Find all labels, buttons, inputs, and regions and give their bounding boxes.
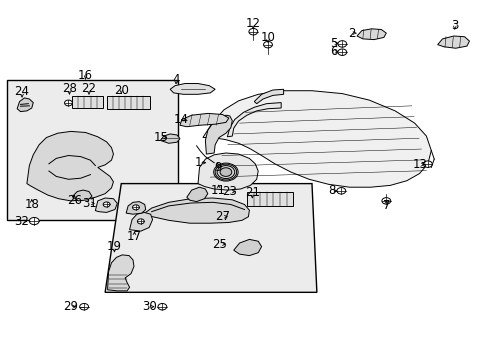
Circle shape — [213, 163, 238, 181]
Circle shape — [132, 205, 139, 210]
Polygon shape — [227, 103, 281, 137]
Polygon shape — [17, 98, 33, 112]
Circle shape — [248, 28, 257, 35]
Text: 16: 16 — [78, 69, 93, 82]
Text: 13: 13 — [412, 158, 427, 171]
Polygon shape — [198, 153, 258, 190]
Text: 2: 2 — [347, 27, 355, 40]
Text: 6: 6 — [329, 45, 337, 58]
Circle shape — [337, 41, 346, 47]
Text: 5: 5 — [329, 37, 337, 50]
Circle shape — [263, 41, 272, 48]
Text: 22: 22 — [81, 82, 96, 95]
Polygon shape — [106, 96, 149, 109]
Polygon shape — [180, 113, 228, 127]
Text: 10: 10 — [260, 31, 275, 44]
Text: 14: 14 — [173, 113, 188, 126]
Circle shape — [220, 168, 231, 176]
Circle shape — [423, 161, 431, 167]
Circle shape — [158, 303, 166, 310]
Circle shape — [64, 100, 72, 106]
Polygon shape — [107, 255, 134, 291]
Polygon shape — [72, 96, 102, 108]
Polygon shape — [254, 89, 283, 104]
Circle shape — [336, 188, 345, 194]
Polygon shape — [72, 190, 92, 201]
Polygon shape — [246, 192, 293, 206]
Text: 20: 20 — [114, 84, 128, 96]
Text: 9: 9 — [213, 161, 221, 174]
Polygon shape — [142, 198, 249, 223]
Polygon shape — [186, 187, 207, 202]
Polygon shape — [205, 115, 232, 154]
Text: 30: 30 — [142, 300, 156, 313]
Text: 4: 4 — [172, 73, 180, 86]
Text: 23: 23 — [222, 185, 237, 198]
Polygon shape — [356, 29, 386, 40]
Text: 29: 29 — [63, 300, 78, 313]
Polygon shape — [129, 212, 152, 231]
Text: 17: 17 — [127, 230, 142, 243]
Text: 31: 31 — [82, 197, 97, 210]
Circle shape — [29, 217, 39, 225]
Circle shape — [103, 202, 110, 207]
Circle shape — [137, 219, 144, 224]
Text: 12: 12 — [245, 17, 260, 30]
Text: 3: 3 — [450, 19, 458, 32]
Circle shape — [381, 198, 390, 204]
Polygon shape — [27, 131, 113, 201]
Polygon shape — [233, 239, 261, 256]
Polygon shape — [126, 202, 145, 214]
Polygon shape — [437, 36, 468, 48]
Text: 24: 24 — [15, 85, 29, 98]
Polygon shape — [170, 84, 215, 94]
Bar — [7, 80, 177, 220]
Text: 1: 1 — [194, 156, 202, 169]
Polygon shape — [95, 198, 117, 212]
Text: 18: 18 — [24, 198, 39, 211]
Polygon shape — [105, 184, 316, 292]
Text: 21: 21 — [244, 186, 259, 199]
Text: 19: 19 — [107, 240, 122, 253]
Text: 25: 25 — [212, 238, 227, 251]
Polygon shape — [160, 134, 180, 143]
Polygon shape — [203, 91, 430, 187]
Text: 32: 32 — [15, 215, 29, 228]
Text: 15: 15 — [154, 131, 168, 144]
Text: 11: 11 — [211, 184, 225, 197]
Text: 28: 28 — [62, 82, 77, 95]
Circle shape — [337, 49, 346, 55]
Text: 27: 27 — [215, 210, 229, 223]
Text: 26: 26 — [67, 194, 81, 207]
Circle shape — [80, 303, 88, 310]
Text: 7: 7 — [382, 199, 389, 212]
Text: 8: 8 — [327, 184, 335, 197]
